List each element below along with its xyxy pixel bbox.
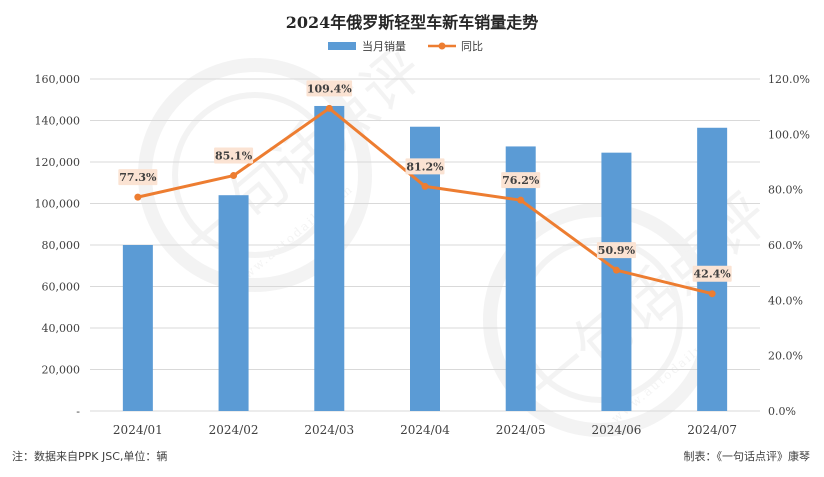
data-label: 81.2% (406, 160, 444, 173)
footer-credit: 制表：《一句话点评》康琴 (683, 450, 811, 463)
x-tick-label: 2024/04 (400, 423, 450, 437)
chart-title: 2024年俄罗斯轻型车新车销量走势 (286, 13, 539, 32)
y-right-tick-label: 80.0% (768, 184, 803, 197)
y-left-tick-label: 20,000 (42, 364, 81, 377)
legend-label-bar: 当月销量 (362, 39, 406, 53)
legend-label-line: 同比 (461, 40, 483, 53)
y-left-tick-label: 60,000 (42, 281, 81, 294)
data-label-bg (118, 169, 158, 186)
bar (505, 146, 536, 411)
y-right-tick-label: 0.0% (768, 405, 796, 418)
bar (218, 195, 249, 411)
yoy-point (517, 196, 525, 204)
data-label: 42.4% (694, 268, 732, 281)
x-tick-label: 2024/05 (496, 423, 546, 437)
yoy-point (708, 290, 716, 298)
yoy-point (134, 193, 142, 201)
data-label-bg (501, 172, 541, 189)
legend-swatch-marker (438, 42, 446, 50)
data-label-bg (214, 147, 254, 164)
x-tick-label: 2024/03 (304, 423, 354, 437)
y-left-tick-label: 120,000 (35, 156, 81, 169)
data-labels: 77.3% 85.1% 109.4% 81.2% 76.2% 50.9% 42.4% (118, 80, 732, 282)
x-axis: 2024/01 2024/02 2024/03 2024/04 2024/05 2024/… (113, 423, 737, 437)
y-right-tick-label: 20.0% (768, 350, 803, 363)
data-label: 50.9% (598, 244, 636, 257)
y-left-tick-label: - (76, 405, 80, 418)
y-left-tick-label: 140,000 (35, 115, 81, 128)
data-label-bg (596, 242, 636, 259)
bar (314, 105, 345, 411)
yoy-point (612, 266, 620, 274)
data-label: 109.4% (307, 82, 352, 95)
line-series (134, 104, 716, 298)
y-left-tick-label: 100,000 (35, 198, 81, 211)
y-right-tick-label: 100.0% (768, 128, 810, 141)
data-label-bg (692, 265, 732, 282)
y-left-tick-label: 160,000 (35, 73, 81, 86)
y-left-tick-label: 40,000 (42, 322, 81, 335)
y-axis-right: 0.0% 20.0% 40.0% 60.0% 80.0% 100.0% 120.0% (768, 73, 810, 418)
yoy-point (230, 172, 238, 180)
data-label: 77.3% (119, 171, 157, 184)
x-tick-label: 2024/06 (591, 423, 641, 437)
y-right-tick-label: 40.0% (768, 294, 803, 307)
bar (122, 245, 153, 411)
data-label: 76.2% (502, 174, 540, 187)
x-tick-label: 2024/02 (209, 423, 259, 437)
x-tick-label: 2024/01 (113, 423, 163, 437)
bar (601, 152, 632, 411)
y-right-tick-label: 120.0% (768, 73, 810, 86)
data-label-bg (405, 158, 445, 175)
y-right-tick-label: 60.0% (768, 239, 803, 252)
data-label-bg (306, 80, 353, 97)
yoy-point (421, 182, 429, 190)
data-label: 85.1% (215, 150, 253, 163)
yoy-point (325, 104, 333, 112)
y-axis-left: - 20,000 40,000 60,000 80,000 100,000 120,000 1… (35, 73, 81, 418)
legend: 当月销量 同比 (328, 39, 483, 53)
y-left-tick-label: 80,000 (42, 239, 81, 252)
legend-swatch-bar (328, 42, 356, 50)
footer-note: 注：数据来自PPK JSC,单位：辆 (12, 450, 168, 463)
x-tick-label: 2024/07 (687, 423, 737, 437)
